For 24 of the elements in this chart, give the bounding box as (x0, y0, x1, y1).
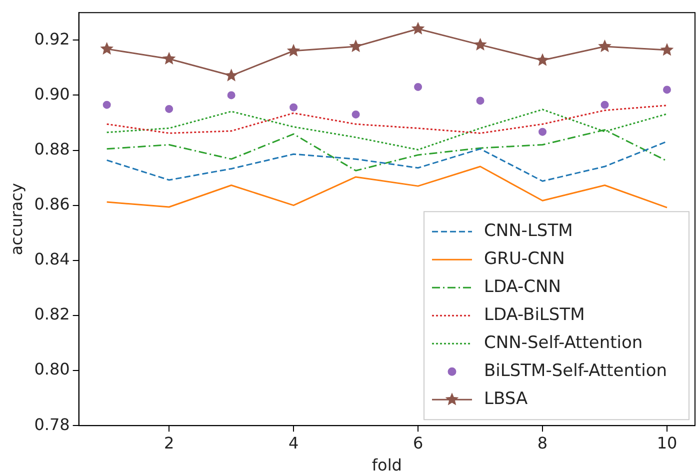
legend-label: CNN-Self-Attention (484, 333, 643, 354)
line-series (106, 140, 668, 182)
y-tick-label: 0.84 (34, 250, 70, 269)
y-tick-label: 0.86 (34, 194, 70, 214)
y-tick-label: 0.78 (34, 414, 70, 434)
y-axis-title: accuracy (6, 183, 26, 256)
y-tick-label: 0.82 (34, 304, 70, 324)
y-tick-label: 0.88 (34, 139, 70, 158)
y-tick-label: 0.80 (34, 360, 70, 379)
legend-label: BiLSTM-Self-Attention (484, 361, 668, 382)
y-tick-label: 0.92 (34, 29, 70, 48)
x-tick-label: 8 (537, 433, 548, 452)
legend-label: CNN-LSTM (484, 221, 573, 242)
x-tick-label: 4 (288, 433, 299, 452)
legend-label: GRU-CNN (484, 249, 565, 270)
x-tick-label: 6 (412, 433, 424, 452)
x-axis-title: fold (372, 456, 402, 475)
legend-label: LBSA (484, 389, 528, 410)
line-series (106, 104, 668, 134)
x-tick-label: 2 (164, 433, 174, 452)
legend-label: LDA-BiLSTM (484, 305, 585, 326)
legend-label: LDA-CNN (484, 277, 561, 298)
y-tick-label: 0.90 (34, 84, 70, 104)
x-tick-label: 10 (656, 433, 678, 452)
